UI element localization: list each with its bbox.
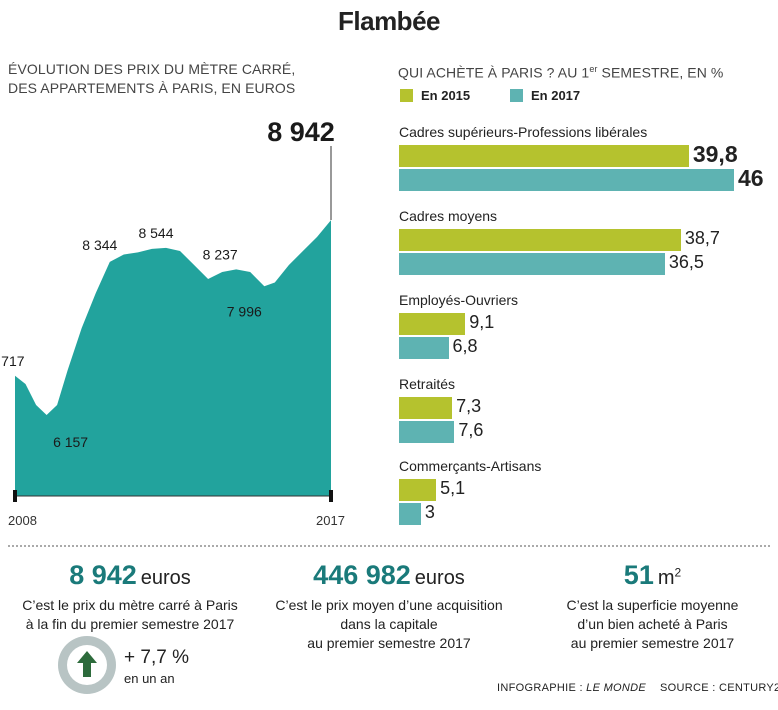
stat-desc-line: d’un bien acheté à Paris [577,616,728,632]
bar-value-label: 7,3 [456,396,482,416]
bar-2015 [399,313,466,335]
stat-desc-line: au premier semestre 2017 [570,635,735,651]
bar-chart-subtitle-sup: er [589,64,598,74]
credit-prefix: INFOGRAPHIE : [497,682,587,694]
x-axis-label-start: 2008 [8,513,37,528]
area-data-label: 6 717 [0,353,25,369]
area-data-label: 8 344 [82,237,117,253]
stat-price-per-m2-number: 8 942 [69,560,137,590]
stat-desc-line: au premier semestre 2017 [307,635,471,651]
change-badge-inner [67,645,107,685]
stat-average-price-description: C’est le prix moyen d’une acquisition da… [258,596,520,653]
x-axis-label-end: 2017 [316,513,345,528]
stat-price-per-m2: 8 942 euros [0,560,260,591]
legend-swatch-2017 [510,89,523,102]
bar-value-label: 39,8 [692,141,738,167]
area-data-label: 7 996 [227,303,262,319]
bar-2015 [399,229,681,251]
stat-desc-line: dans la capitale [340,616,438,632]
bar-chart-subtitle-pre: QUI ACHÈTE À PARIS ? AU 1 [398,64,590,81]
area-chart: 2008 2017 6 717 6 157 8 344 8 544 8 237 7 996 8 … [0,117,345,528]
bar-category-label: Commerçants-Artisans [399,458,542,474]
bar-value-label: 7,6 [458,420,484,440]
bar-value-label: 9,1 [469,312,495,332]
bar-2015 [399,479,437,501]
change-label: en un an [124,671,175,686]
divider [8,545,770,547]
up-arrow-icon [77,651,97,677]
stat-average-price-number: 446 982 [313,560,411,590]
bar-category-label: Employés-Ouvriers [399,292,519,308]
bar-chart-subtitle: QUI ACHÈTE À PARIS ? AU 1er SEMESTRE, EN… [398,60,768,83]
unit-sup: 2 [674,565,682,580]
change-badge [58,636,116,694]
bar-2015 [399,145,689,167]
bar-category-label: Cadres moyens [399,208,498,224]
bar-category-label: Retraités [399,376,456,392]
credit-publisher: LE MONDE [586,682,647,694]
bar-2017 [399,503,421,525]
stat-average-price: 446 982 euros [258,560,520,591]
bar-chart-subtitle-post: SEMESTRE, EN % [597,64,724,81]
unit-text: m [657,567,675,589]
stat-average-surface-description: C’est la superficie moyenne d’un bien ac… [535,596,770,653]
area-data-label: 8 237 [203,246,238,262]
bar-2017 [399,253,665,275]
legend-label-2015: En 2015 [421,88,471,103]
bar-value-label: 38,7 [684,228,720,248]
stat-price-per-m2-description: C’est le prix du mètre carré à Paris à l… [0,596,260,634]
area-chart-subtitle-line1: ÉVOLUTION DES PRIX DU MÈTRE CARRÉ, [8,61,296,77]
credit-line: INFOGRAPHIE : LE MONDE SOURCE : CENTURY21 [497,682,778,694]
credit-source: SOURCE : CENTURY21 [660,682,778,694]
bar-2017 [399,337,449,359]
stat-desc-line: C’est la superficie moyenne [566,597,739,613]
bar-chart: Cadres supérieurs-Professions libérales 3… [399,124,764,525]
stat-desc-line: à la fin du premier semestre 2017 [25,616,235,632]
area-data-label: 8 942 [267,117,335,147]
area-chart-subtitle-line2: DES APPARTEMENTS À PARIS, EN EUROS [8,80,296,96]
bar-value-label: 5,1 [440,478,466,498]
stat-desc-line: C’est le prix du mètre carré à Paris [22,597,238,613]
bar-2015 [399,397,453,419]
legend-swatch-2015 [400,89,413,102]
area-data-label: 8 544 [138,225,173,241]
legend-item-2017: En 2017 [510,88,580,103]
bar-2017 [399,169,734,191]
bar-value-label: 3 [424,502,435,522]
bar-2017 [399,421,455,443]
bar-value-label: 36,5 [668,252,704,272]
x-axis-tick-end [329,490,333,502]
area-chart-subtitle: ÉVOLUTION DES PRIX DU MÈTRE CARRÉ, DES A… [8,60,308,98]
stat-desc-line: C’est le prix moyen d’une acquisition [275,597,503,613]
bar-category-label: Cadres supérieurs-Professions libérales [399,124,648,140]
bar-value-label: 46 [738,165,764,191]
legend-label-2017: En 2017 [531,88,581,103]
bar-value-label: 6,8 [452,336,478,356]
area-data-label: 6 157 [53,434,88,450]
stat-price-per-m2-unit: euros [140,567,191,589]
legend-item-2015: En 2015 [400,88,470,103]
change-value: + 7,7 % [124,647,189,668]
stat-average-surface-unit: m2 [657,565,682,589]
area-series [15,220,331,496]
x-axis-tick-start [13,490,17,502]
page-title: Flambée [338,6,441,36]
stat-average-surface: 51 m2 [535,560,770,591]
stat-average-price-unit: euros [414,567,465,589]
stat-average-surface-number: 51 [623,560,654,590]
